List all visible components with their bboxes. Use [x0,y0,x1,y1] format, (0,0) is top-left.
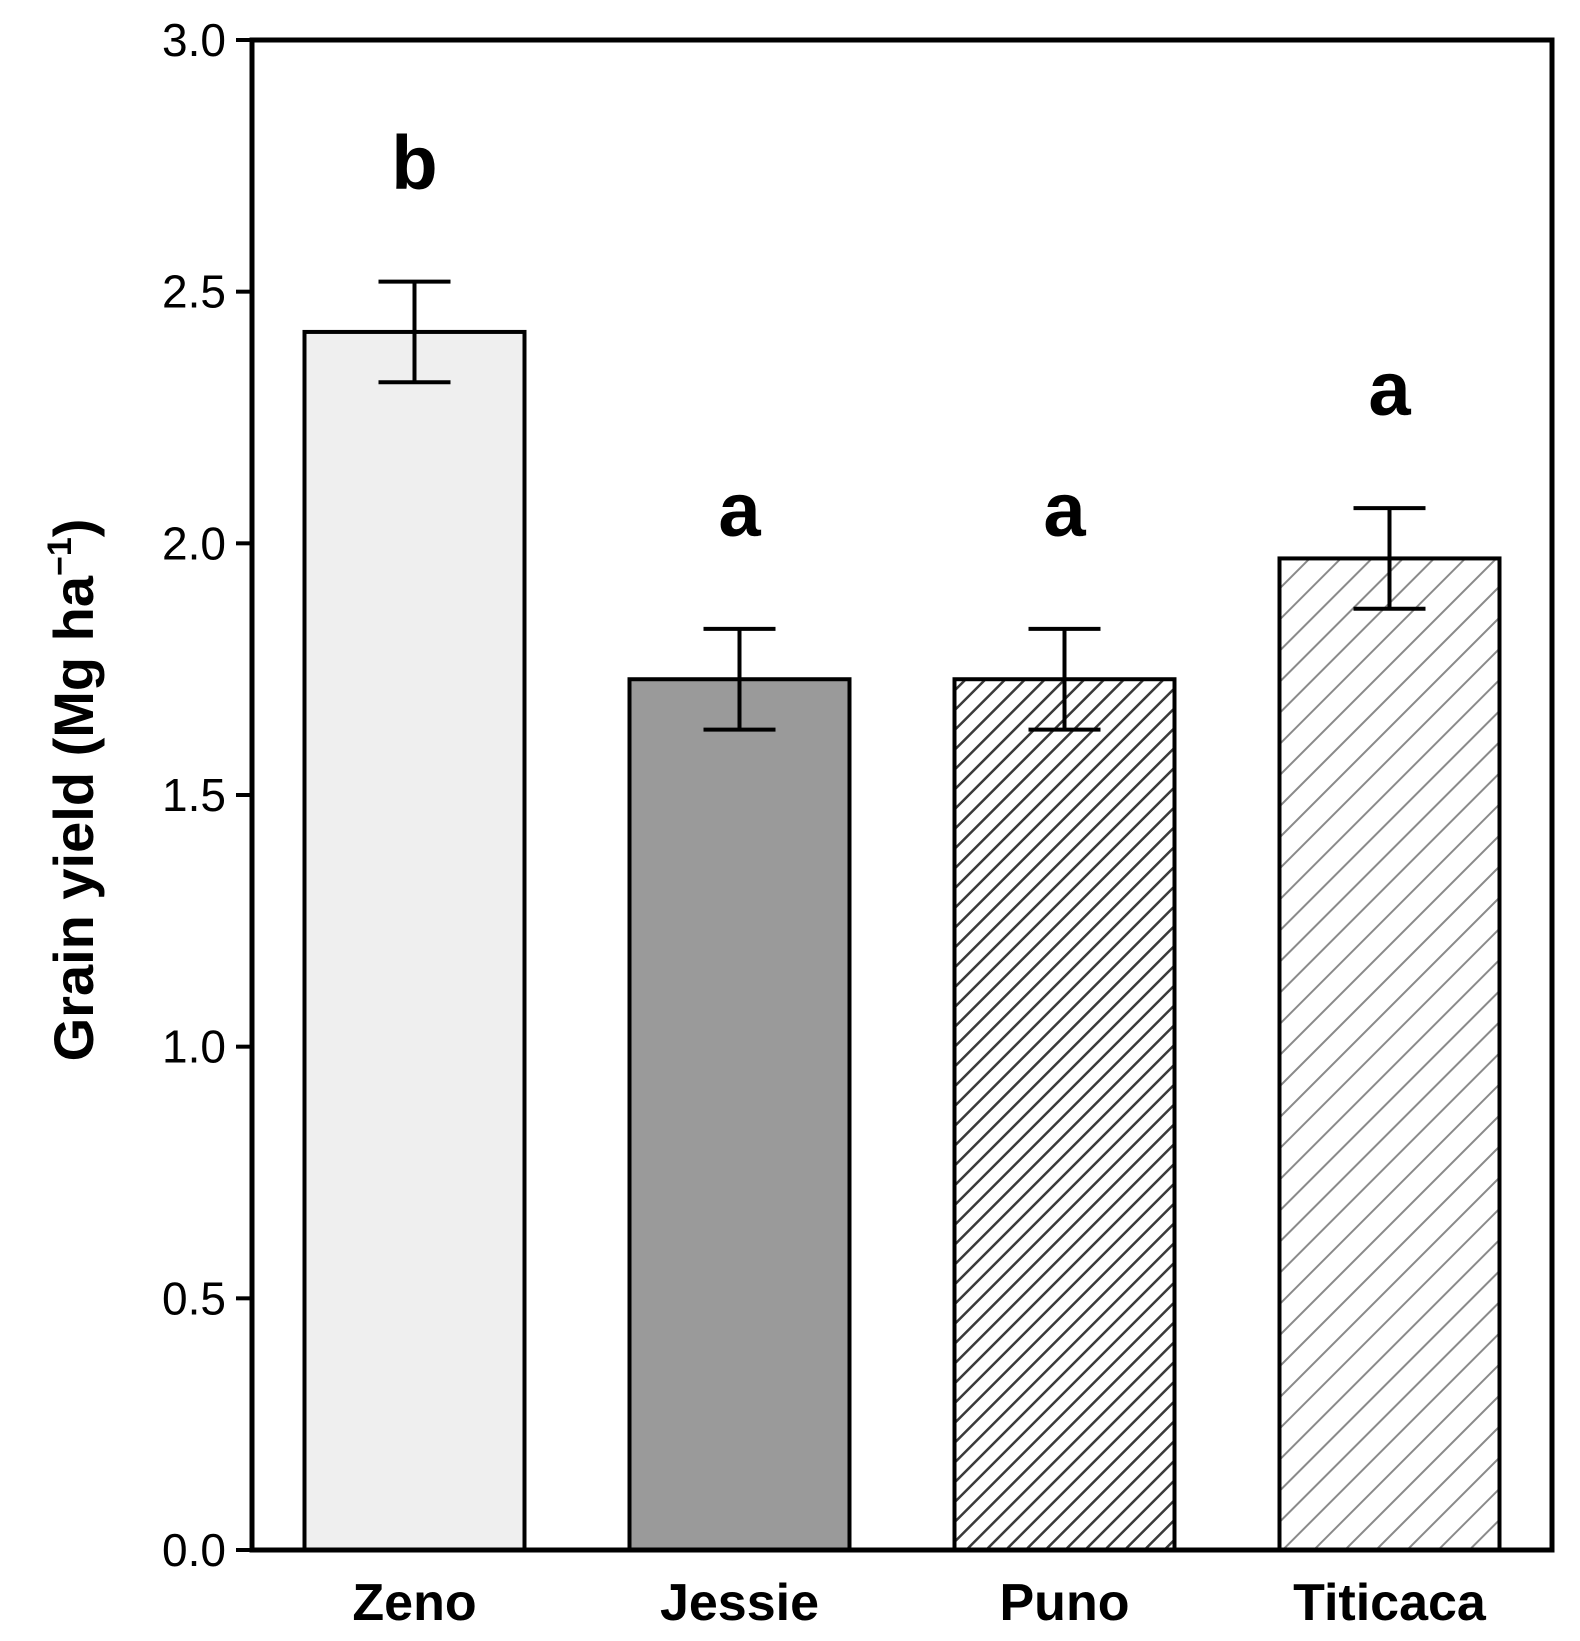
significance-letter-jessie: a [718,468,761,553]
y-tick-label: 3.0 [162,14,226,66]
x-category-label-jessie: Jessie [660,1574,819,1632]
bar-titicaca [1277,556,1502,1552]
error-bars-group [378,279,1426,732]
x-category-label-puno: Puno [1000,1574,1130,1632]
y-tick-label: 0.5 [162,1272,226,1324]
significance-letter-titicaca: a [1368,347,1411,432]
y-axis-title-main: Grain yield (Mg ha [42,575,105,1061]
y-tick-label: 2.5 [162,266,226,318]
x-axis-category-labels: Zeno Jessie Puno Titicaca [352,1574,1487,1632]
x-category-label-titicaca: Titicaca [1293,1574,1487,1632]
significance-letter-puno: a [1043,468,1086,553]
significance-letter-zeno: b [391,121,437,206]
y-axis-title-superscript: −1 [41,537,79,576]
y-tick-label: 2.0 [162,517,226,569]
x-category-label-zeno: Zeno [352,1574,476,1632]
y-tick-label: 0.0 [162,1524,226,1576]
bars-group [302,329,1502,1552]
y-axis-title-close: ) [42,519,105,538]
y-axis-title: Grain yield (Mg ha−1) [41,519,105,1062]
y-tick-label: 1.0 [162,1021,226,1073]
bar-jessie [627,677,852,1552]
bar-zeno [302,329,527,1552]
y-tick-label: 1.5 [162,769,226,821]
y-axis-ticks: 0.0 0.5 1.0 1.5 2.0 2.5 3.0 [162,14,252,1576]
bar-puno [952,677,1177,1552]
significance-letters-group: b a a a [391,121,1411,553]
